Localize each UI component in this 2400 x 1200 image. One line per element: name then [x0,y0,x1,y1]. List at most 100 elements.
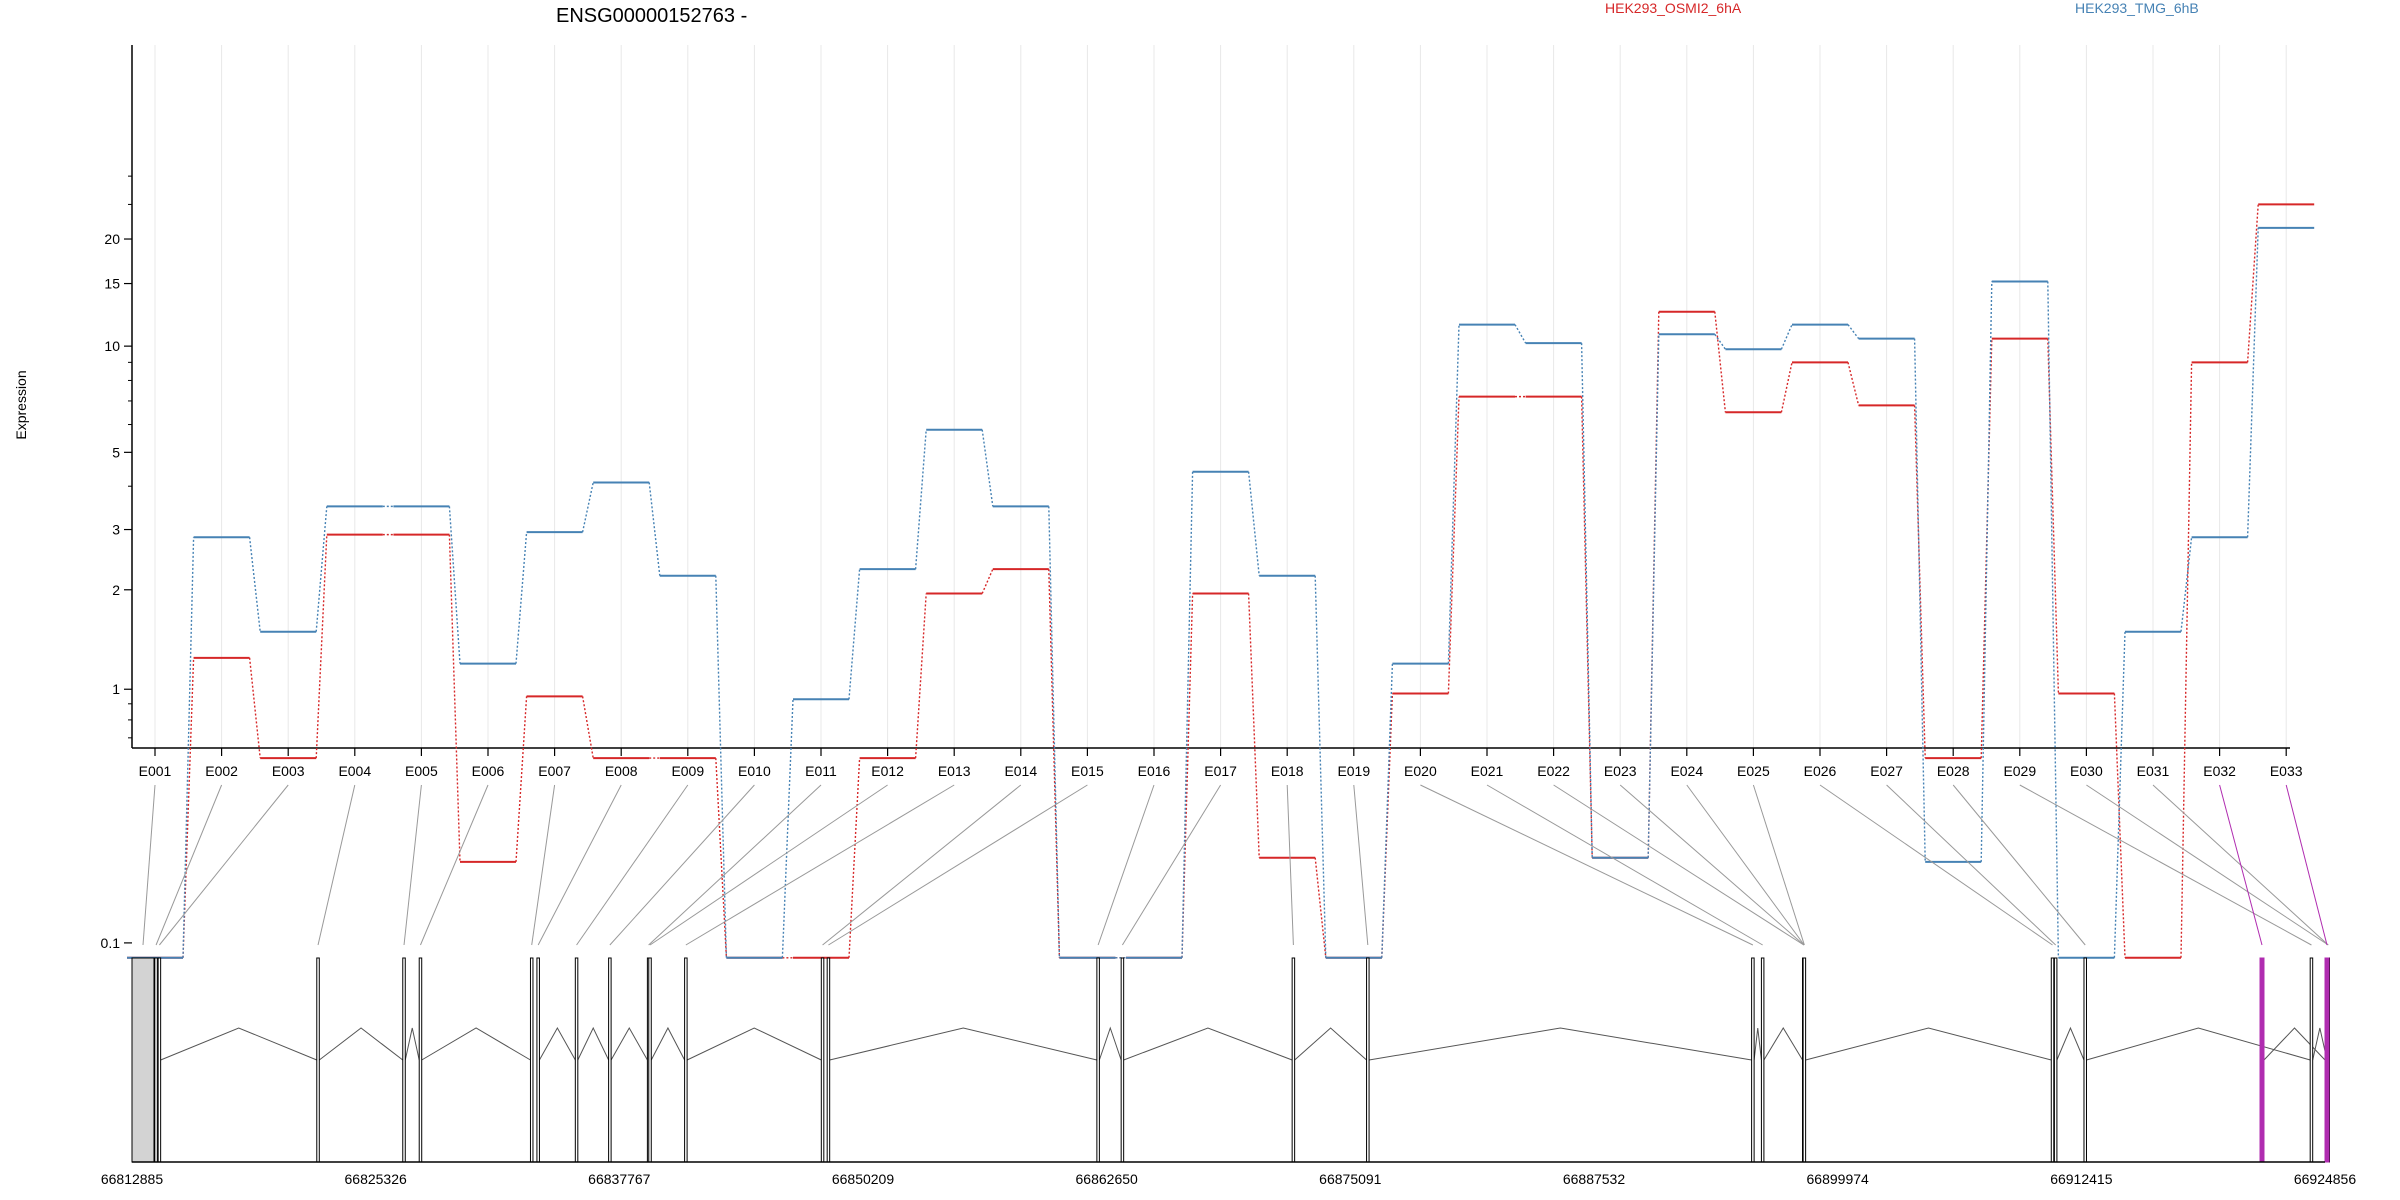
series-transition [1580,343,1593,858]
coordinate-tick-label: 66825326 [345,1171,408,1187]
exon-box-e019 [1366,957,1370,1163]
connector-e033 [2285,784,2328,946]
intron [421,1027,531,1061]
exon-box-e014 [820,957,825,1163]
series-transition [2180,537,2193,632]
series-transition [1980,281,1993,862]
connector-e013 [685,784,955,946]
y-tick-label: 2 [112,582,120,598]
series-transition [1514,324,1527,344]
y-axis-label: Expression [13,370,29,439]
series-transition [2047,338,2060,694]
vertical-gridlines [154,45,2287,748]
x-tick-label-e014: E014 [1004,763,1037,779]
x-tick-label-e022: E022 [1537,763,1570,779]
coordinate-axis: 66812885 66825326 66837767 66850209 66862650… [101,1161,2356,1187]
connector-e018 [1286,784,1294,946]
x-tick-label-e003: E003 [272,763,305,779]
series-transition [848,569,861,700]
series-transition [2047,281,2060,958]
intron [829,1027,1097,1061]
y-tick-label: 0.1 [101,935,121,951]
series-transition [715,575,728,958]
gene-model [131,957,2330,1163]
exon-box-e008 [536,957,540,1163]
connector-e029 [2019,784,2312,946]
connector-e022 [1553,784,1805,946]
intron [1753,1027,1762,1061]
series-transition [1647,334,1660,858]
coordinate-tick-label: 66862650 [1076,1171,1139,1187]
x-tick-label-e006: E006 [472,763,505,779]
connector-e012 [649,784,888,946]
series-b [127,226,2315,959]
coordinate-tick-label: 66912415 [2050,1171,2113,1187]
series-transition [581,696,594,759]
exon-box-e010 [608,957,612,1163]
connector-e004 [317,784,356,946]
exon-box-e004 [316,957,320,1163]
series-transition [1714,333,1726,350]
intron [2086,1027,2311,1061]
series-transition [914,429,927,570]
series-transition [1314,575,1327,958]
series-transition [648,482,661,576]
exon-box-e025 [1802,957,1807,1163]
x-tick-label-e032: E032 [2203,763,2236,779]
connector-e017 [1121,784,1222,946]
x-tick-label-e017: E017 [1204,763,1237,779]
series-transition [1714,311,1727,413]
series-transition [848,758,861,958]
exon-box-e018 [1291,957,1296,1163]
series-transition [1913,405,1926,759]
x-tick-label-e008: E008 [605,763,638,779]
x-tick-label-e030: E030 [2070,763,2103,779]
series-transition [2113,693,2126,958]
intron [318,1027,404,1061]
x-tick-label-e012: E012 [871,763,904,779]
y-tick-label: 10 [104,338,120,354]
connector-e025 [1752,784,1805,946]
series-transition [315,506,328,632]
series-transition [448,506,461,664]
exon-box-e001 [131,957,155,1163]
exon-box-e007 [529,957,534,1163]
series-transition [248,657,261,759]
exon-box-e002 [154,957,158,1163]
intron [2263,1027,2326,1061]
connector-e006 [420,784,489,946]
coordinate-tick-label: 66812885 [101,1171,164,1187]
connector-e030 [2086,784,2329,946]
x-tick-label-e028: E028 [1937,763,1970,779]
x-tick-label-e020: E020 [1404,763,1437,779]
y-tick-label: 3 [112,522,120,538]
series-transition [1447,324,1460,664]
intron [538,1026,576,1061]
y-tick-label: 20 [104,231,120,247]
exon-box-e009 [574,957,579,1163]
series-transition [1247,593,1260,858]
intron [2056,1026,2085,1061]
intron [1123,1027,1293,1061]
intron [650,1026,686,1061]
series-transition [981,429,994,507]
intron [160,1027,317,1061]
x-tick-label-e016: E016 [1138,763,1171,779]
exon-box-e016 [1096,957,1100,1163]
x-tick-label-e027: E027 [1870,763,1903,779]
intron [1368,1027,1752,1061]
exon-connectors [142,784,2329,946]
series-transition [914,593,927,759]
series-transition [1048,569,1061,958]
connector-e028 [1952,784,2086,946]
x-tick-label-e033: E033 [2270,763,2303,779]
x-tick-label-e029: E029 [2003,763,2036,779]
connector-e011 [648,784,822,946]
intron [1098,1026,1122,1061]
series-transition [2113,631,2126,958]
coordinate-tick-label: 66850209 [832,1171,895,1187]
series-transition [781,699,794,958]
series-transition [1447,396,1460,694]
series-transition [1048,506,1061,958]
exon-box-e033 [2324,957,2330,1163]
